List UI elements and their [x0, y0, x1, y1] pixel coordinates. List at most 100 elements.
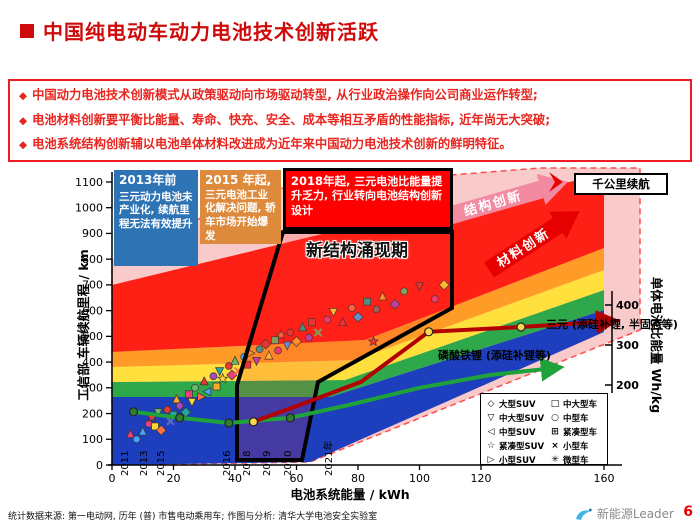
scatter-point: [274, 346, 282, 355]
year-label: 2018: [242, 451, 253, 476]
scatter-point: [414, 282, 425, 292]
diamond-bullet-icon: ◆: [19, 114, 28, 127]
trend-line-marker: [175, 413, 185, 423]
new-structure-era-label: 新结构涌现期: [306, 241, 408, 261]
scatter-point: [125, 428, 136, 438]
legend-symbol-icon: ◁: [487, 427, 495, 437]
y-tick-label: 900: [82, 227, 103, 240]
legend-label: 中大型车: [563, 400, 598, 410]
scatter-point: [367, 335, 379, 347]
scatter-point: [212, 382, 221, 391]
scatter-point: [298, 322, 308, 332]
legend-label: 大型SUV: [499, 400, 536, 410]
legend-symbol-icon: ○: [551, 413, 559, 423]
year-label: 2015: [156, 451, 167, 476]
scatter-point: [225, 362, 233, 370]
x-tick-label: 160: [594, 472, 615, 485]
scatter-point: [389, 298, 401, 310]
key-point-3: ◆ 电池系统结构创新辅以电池单体材料改进成为近年来中国动力电池技术创新的鲜明特征。: [19, 137, 681, 153]
scatter-point: [166, 417, 175, 426]
band-red: [112, 175, 604, 352]
legend-item: ⊞ 紧凑型车: [550, 426, 602, 438]
scatter-point: [323, 315, 332, 324]
page-title: 中国纯电动车动力电池技术创新活跃: [43, 20, 379, 44]
scatter-point: [363, 297, 372, 306]
legend-symbol-icon: ▽: [487, 413, 495, 423]
scatter-point: [308, 318, 316, 327]
era-box-2013-body: 三元动力电池未产业化, 续航里程无法有效提升: [119, 190, 193, 230]
year-label: 2011: [120, 451, 131, 476]
ternary-trend-label: 三元 (添硅补锂, 半固态等): [546, 318, 678, 331]
era-box-2018-title: 2018年起,: [291, 174, 351, 188]
scatter-point: [304, 333, 313, 342]
legend-item: ○ 中型车: [550, 412, 602, 424]
legend-item: ✳ 微型车: [550, 454, 602, 466]
red-chevron-icon: [549, 172, 563, 192]
legend-item: □ 中大型车: [550, 398, 602, 410]
legend-symbol-icon: ▷: [487, 455, 495, 465]
key-point-1-text: 中国动力电池技术创新模式从政策驱动向市场驱动转型, 从行业政治操作向公司商业运作…: [32, 88, 538, 102]
brand-name: 新能源Leader: [596, 507, 674, 521]
trend-line-marker: [224, 418, 234, 428]
scatter-point: [209, 372, 218, 381]
scatter-point: [431, 295, 439, 303]
x-tick-label: 100: [409, 472, 430, 485]
arrow-head: [549, 211, 580, 239]
scatter-point: [271, 336, 279, 345]
brand-logo: 新能源Leader: [575, 505, 674, 522]
scatter-point: [291, 336, 302, 347]
right-axis-tick-label: 400: [616, 299, 639, 312]
year-label: 2019: [262, 451, 273, 476]
band-orange: [112, 248, 604, 367]
trend-line-marker: [516, 322, 526, 332]
scatter-point: [264, 350, 274, 360]
diamond-bullet-icon: ◆: [19, 139, 28, 151]
era-box-2013-title: 2013年前: [119, 173, 177, 187]
scatter-point: [187, 398, 197, 408]
scatter-points: [125, 279, 450, 444]
legend-label: 小型车: [563, 442, 589, 452]
scatter-point: [352, 311, 364, 323]
key-point-3-text: 电池系统结构创新辅以电池单体材料改进成为近年来中国动力电池技术创新的鲜明特征。: [32, 137, 512, 151]
era-box-2018: 2018年起, 三元电池比能量提升乏力, 行业转向电池结构创新设计: [283, 168, 453, 230]
key-point-2: ◆ 电池材料创新要平衡比能量、寿命、快充、安全、成本等相互矛盾的性能指标, 近年尚…: [19, 113, 681, 129]
scatter-point: [155, 424, 167, 436]
legend-symbol-icon: ×: [551, 441, 559, 451]
right-axis-tick-label: 300: [616, 339, 639, 352]
scatter-point: [217, 372, 229, 384]
y-tick-label: 1000: [75, 202, 103, 215]
era-box-2015-title: 2015 年起,: [205, 173, 272, 187]
y-tick-label: 0: [96, 459, 103, 472]
scatter-point: [185, 390, 193, 399]
thousand-km-range-box: 千公里续航: [574, 173, 668, 195]
key-points-box: ◆ 中国动力电池技术创新模式从政策驱动向市场驱动转型, 从行业政治操作向公司商业运…: [8, 79, 692, 162]
scatter-point: [180, 406, 192, 418]
legend-item: ☆ 紧凑型SUV: [486, 440, 546, 452]
right-axis-title: 单体电池比能量 Wh/kg: [649, 277, 664, 413]
legend-label: 中型车: [563, 414, 589, 424]
x-tick-label: 20: [167, 472, 181, 485]
era-box-2013: 2013年前 三元动力电池未产业化, 续航里程无法有效提升: [114, 170, 198, 266]
scatter-point: [175, 401, 184, 410]
scatter-point: [251, 356, 262, 367]
right-axis: 400 300 200: [605, 291, 639, 393]
y-tick-label: 100: [82, 433, 103, 446]
y-tick-label: 200: [82, 407, 103, 420]
page-number: 6: [683, 504, 693, 520]
key-point-2-text: 电池材料创新要平衡比能量、寿命、快充、安全、成本等相互矛盾的性能指标, 近年尚无…: [32, 112, 551, 127]
diamond-bullet-icon: ◆: [19, 90, 28, 102]
legend-label: 小型SUV: [499, 456, 536, 466]
scatter-point: [215, 367, 225, 377]
vehicle-class-legend: ◇ 大型SUV □ 中大型车 ▽ 中大型SUV ○ 中型车 ◁ 中型SUV ⊞ 紧凑型车 ☆ 紧凑型SUV…: [480, 393, 608, 466]
x-tick-label: 80: [351, 472, 365, 485]
x-tick-label: 40: [228, 472, 242, 485]
scatter-point: [191, 383, 199, 392]
legend-symbol-icon: ◇: [487, 399, 495, 409]
legend-item: ▷ 小型SUV: [486, 454, 546, 466]
era-box-2015: 2015 年起, 三元电池工业化解决问题, 轿车市场开始爆发: [200, 170, 281, 244]
y-tick-label: 1100: [75, 176, 103, 189]
era-box-2018-body: 三元电池比能量提升乏力, 行业转向电池结构创新设计: [291, 175, 443, 217]
year-labels: 2011 2013 2015 2016 2018 2019 2020 2021年: [120, 441, 335, 476]
legend-symbol-icon: ☆: [486, 441, 496, 451]
